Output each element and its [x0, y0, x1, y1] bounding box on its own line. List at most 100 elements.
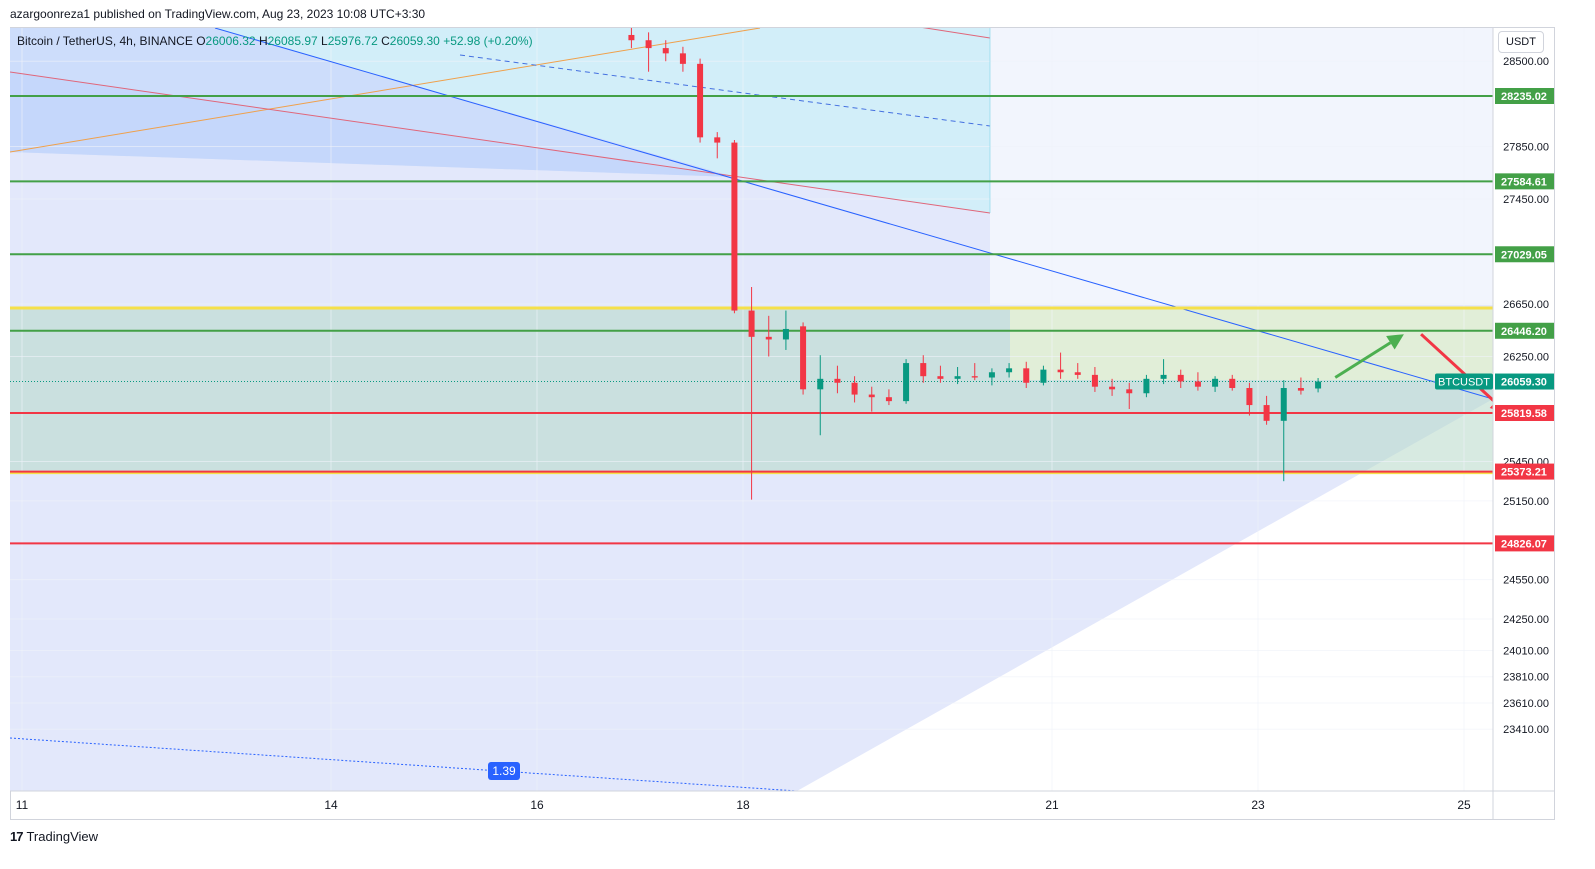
y-tick-label-2: 27450.00: [1503, 194, 1549, 206]
candle-body-33: [1194, 381, 1201, 387]
published-by-text: azargoonreza1 published on TradingView.c…: [10, 7, 426, 21]
symbol-tag: [1435, 373, 1493, 390]
candle-body-17: [920, 363, 927, 377]
yellow-band-highlight: [1010, 307, 1493, 380]
candle-body-3: [679, 53, 686, 64]
close-value: 26059.30: [389, 34, 440, 48]
level-price-label-0: 28235.02: [1501, 91, 1547, 103]
level-price-label-1: 27584.61: [1501, 176, 1547, 188]
level-price-tag-3: [1495, 322, 1554, 339]
candle-body-7: [748, 310, 755, 337]
candle-body-25: [1057, 369, 1064, 373]
high-label: H: [258, 34, 268, 48]
open-label: O: [196, 34, 206, 48]
x-tick-label-9: 25: [1457, 798, 1471, 812]
candle-body-34: [1212, 378, 1219, 387]
high-value: 26085.97: [267, 34, 318, 48]
candle-body-40: [1315, 381, 1322, 389]
level-price-tag-6: [1495, 535, 1554, 552]
y-tick-label-1: 27850.00: [1503, 142, 1549, 154]
y-tick-label-8: 24250.00: [1503, 614, 1549, 626]
candle-body-21: [988, 372, 995, 378]
candle-body-11: [817, 378, 824, 390]
candle-body-30: [1143, 378, 1150, 394]
level-price-tag-5: [1495, 463, 1554, 480]
candle-body-19: [954, 376, 961, 379]
y-tick-label-10: 23810.00: [1503, 672, 1549, 684]
candle-body-14: [868, 394, 875, 398]
last-price-label: 26059.30: [1501, 377, 1547, 389]
channel-zone: [215, 28, 990, 213]
level-price-label-5: 25373.21: [1501, 467, 1547, 479]
candle-body-4: [697, 63, 704, 138]
tradingview-brand-label: TradingView: [26, 829, 99, 844]
y-tick-label-12: 23410.00: [1503, 724, 1549, 736]
candle-body-35: [1229, 378, 1236, 389]
y-tick-label-4: 26250.00: [1503, 352, 1549, 364]
open-value: 26006.32: [205, 34, 256, 48]
orange-fan-line: [10, 28, 761, 153]
candle-body-27: [1091, 374, 1098, 387]
candle-body-5: [714, 137, 721, 143]
upper-right-clear-zone: [990, 28, 1493, 305]
level-price-tag-1: [1495, 173, 1554, 190]
candle-body-13: [851, 382, 858, 395]
forecast-arrow-shaft-1: [1420, 333, 1493, 403]
level-price-label-3: 26446.20: [1501, 326, 1547, 338]
candle-body-15: [885, 397, 892, 402]
forecast-arrow-shaft-0: [1334, 341, 1392, 379]
symbol-tag-label: BTCUSDT: [1438, 377, 1490, 389]
candle-body-1: [645, 40, 652, 49]
candle-body-36: [1246, 388, 1253, 406]
symbol-title: Bitcoin / TetherUS, 4h, BINANCE: [17, 34, 193, 48]
forecast-arrow-head-0: [1386, 334, 1404, 350]
x-tick-label-8: 23: [1251, 798, 1265, 812]
candle-body-18: [937, 376, 944, 379]
channel-mid-dashed-line: [459, 54, 991, 127]
candle-body-16: [903, 363, 910, 402]
fib-ratio-badge: [488, 762, 520, 780]
candle-body-22: [1006, 368, 1013, 373]
candle-body-0: [628, 34, 635, 41]
candle-body-31: [1160, 374, 1167, 379]
candle-body-28: [1109, 386, 1116, 390]
tradingview-logo-icon: 17: [10, 829, 24, 844]
fib-ratio-label: 1.39: [492, 764, 516, 778]
level-price-tag-4: [1495, 405, 1554, 421]
candle-body-6: [731, 142, 738, 311]
candle-body-10: [800, 326, 807, 390]
candle-body-38: [1280, 388, 1287, 421]
last-price-tag: [1495, 373, 1554, 390]
candle-body-9: [782, 328, 789, 340]
candle-body-23: [1023, 368, 1030, 383]
level-price-tag-2: [1495, 246, 1554, 263]
change-value: +52.98 (+0.20%): [443, 34, 533, 48]
y-tick-label-6: 25150.00: [1503, 496, 1549, 508]
candle-body-2: [662, 48, 669, 54]
x-tick-label-6: 18: [736, 798, 750, 812]
candle-body-20: [971, 376, 978, 378]
forecast-arrow-head-1: [1489, 404, 1493, 409]
low-label: L: [321, 34, 328, 48]
currency-button[interactable]: USDT: [1498, 31, 1544, 53]
channel-top-line: [922, 28, 991, 39]
y-tick-label-9: 24010.00: [1503, 645, 1549, 657]
tradingview-brand[interactable]: 17 TradingView: [10, 829, 98, 844]
candle-body-26: [1074, 372, 1081, 375]
fib-fan-dotted-line: [10, 737, 798, 791]
plot-area: [10, 28, 1493, 791]
descending-trend-line: [214, 28, 1493, 400]
candle-body-24: [1040, 369, 1047, 383]
candle-body-29: [1126, 389, 1133, 394]
close-label: C: [381, 34, 390, 48]
level-price-label-4: 25819.58: [1501, 408, 1547, 420]
x-tick-label-4: 14: [324, 798, 338, 812]
x-tick-label-7: 21: [1045, 798, 1059, 812]
candle-body-39: [1297, 388, 1304, 391]
candle-body-12: [834, 378, 841, 383]
y-tick-label-3: 26650.00: [1503, 299, 1549, 311]
y-tick-label-11: 23610.00: [1503, 698, 1549, 710]
x-tick-label-5: 16: [530, 798, 544, 812]
level-price-tag-0: [1495, 88, 1554, 104]
